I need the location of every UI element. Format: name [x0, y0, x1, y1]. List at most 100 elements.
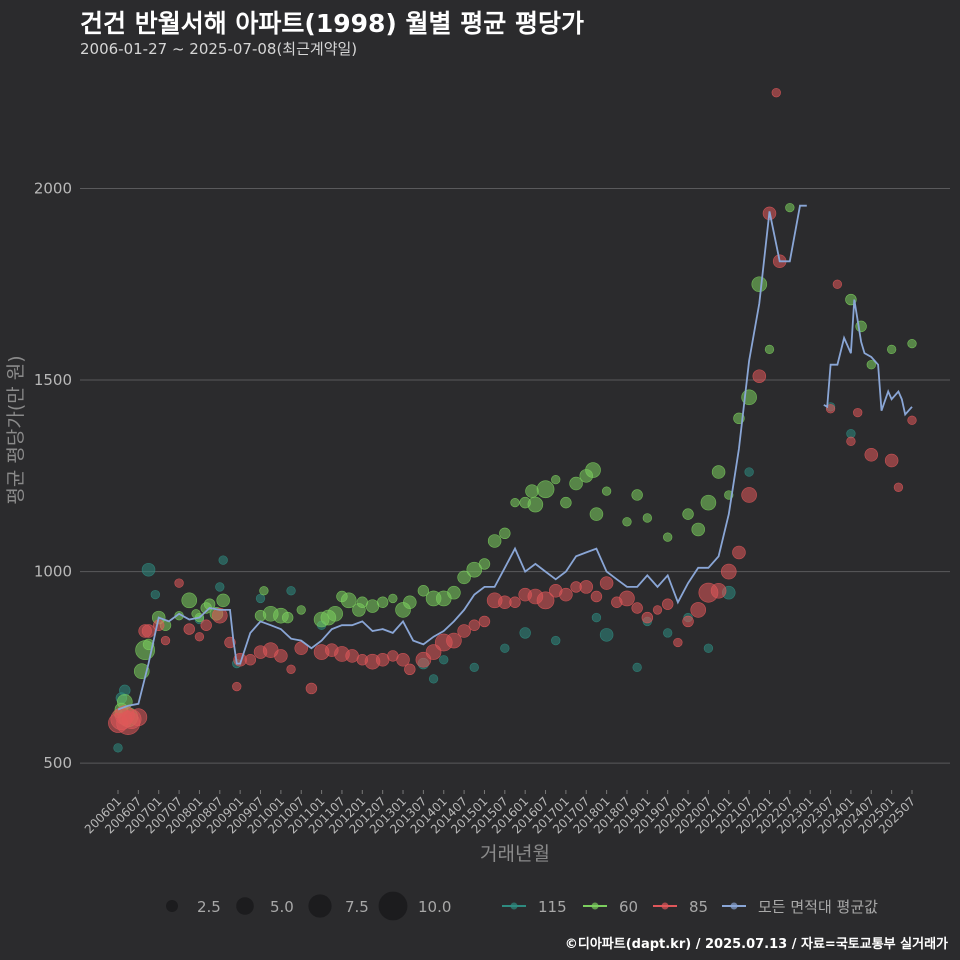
size-legend-label: 10.0: [418, 898, 451, 916]
bubble-point-115: [255, 593, 266, 604]
bubble-point-115: [286, 586, 296, 596]
size-legend-circle: [378, 891, 408, 921]
legend-key-point: [730, 902, 738, 910]
y-axis-title: 평균 평당가(만 원): [5, 355, 27, 504]
chart-subtitle: 2006-01-27 ~ 2025-07-08(최근계약일): [80, 40, 358, 58]
legend: 2.5 5.0 7.5 10.0 115 60 85 모든 면적대 평균값: [166, 891, 878, 921]
bubble-point-115: [599, 628, 614, 642]
bubble-point-60: [510, 497, 520, 508]
size-legend-label: 5.0: [270, 898, 294, 916]
bubble-point-115: [215, 582, 225, 592]
bubble-point-60: [216, 593, 230, 608]
bubble-point-60: [376, 596, 389, 608]
bubble-point-60: [536, 480, 555, 499]
bubble-point-115: [500, 643, 510, 653]
bubble-point-115: [744, 467, 754, 477]
bubble-point-60: [417, 585, 430, 597]
bubble-point-60: [478, 558, 491, 570]
bubble-point-60: [365, 599, 380, 613]
bubble-point-85: [286, 664, 296, 674]
bubble-point-60: [259, 586, 269, 596]
size-legend-circle: [308, 894, 332, 918]
grid-lines: [80, 187, 950, 764]
bubble-point-85: [907, 415, 917, 425]
bubble-point-60: [457, 570, 471, 585]
bubble-point-85: [141, 624, 156, 638]
bubble-point-85: [652, 605, 663, 615]
bubble-point-115: [428, 674, 439, 684]
bubble-point-115: [141, 562, 156, 577]
bubble-point-85: [682, 615, 694, 628]
bubble-point-115: [703, 643, 714, 653]
bubble-point-60: [327, 605, 343, 622]
bubble-point-60: [560, 496, 572, 509]
bubble-point-85: [641, 611, 654, 624]
average-line-series: [117, 204, 913, 711]
bubble-point-115: [663, 628, 673, 638]
bubble-point-60: [691, 522, 705, 537]
y-axis-ticks: 500 1000 1500 2000: [34, 179, 72, 772]
bubble-point-115: [591, 612, 602, 623]
bubble-point-85: [752, 369, 767, 383]
size-legend-label: 7.5: [345, 898, 369, 916]
bubble-point-85: [183, 623, 195, 635]
legend-key-point: [591, 902, 599, 910]
bubble-point-60: [622, 517, 632, 527]
bubble-point-85: [710, 582, 727, 599]
bubble-point-85: [673, 637, 683, 648]
average-price-line: [117, 204, 913, 711]
bubble-point-60: [711, 465, 726, 479]
bubble-point-60: [642, 513, 652, 523]
bubble-point-85: [160, 635, 171, 646]
bubble-point-60: [527, 496, 544, 513]
bubble-point-85: [590, 590, 603, 603]
chart-title: 건건 반월서해 아파트(1998) 월별 평균 평당가: [80, 9, 584, 38]
bubble-point-60: [601, 486, 612, 496]
bubble-point-85: [375, 652, 390, 667]
bubble-point-85: [468, 619, 480, 631]
bubble-point-115: [469, 662, 479, 673]
bubble-point-60: [340, 592, 357, 609]
bubble-point-115: [551, 635, 561, 646]
bubble-point-85: [509, 596, 521, 608]
y-tick-label: 2000: [34, 179, 72, 197]
bubble-point-60: [181, 592, 198, 609]
x-axis-title: 거래년월: [480, 843, 550, 865]
bubble-point-85: [661, 598, 674, 610]
bubble-point-85: [720, 563, 737, 580]
bubble-point-60: [764, 344, 775, 355]
bubble-point-60: [447, 585, 461, 600]
bubble-point-85: [559, 587, 573, 602]
bubble-point-60: [589, 507, 604, 521]
bubble-point-60: [551, 474, 561, 485]
bubble-point-85: [232, 681, 242, 692]
bubble-point-85: [619, 590, 635, 607]
bubble-point-85: [599, 576, 614, 590]
legend-label: 모든 면적대 평균값: [758, 898, 878, 916]
bubble-point-85: [846, 436, 856, 446]
bubble-point-60: [499, 527, 511, 539]
bubble-point-60: [866, 360, 876, 370]
y-tick-label: 500: [43, 754, 72, 772]
bubble-point-85: [345, 649, 359, 663]
x-axis-ticks: 2006012006072007012007072008012008072009…: [82, 790, 918, 837]
bubble-point-85: [244, 654, 257, 666]
bubble-point-60: [569, 476, 583, 491]
legend-label: 60: [619, 898, 638, 916]
bubble-point-60: [907, 338, 917, 349]
legend-label: 115: [538, 898, 567, 916]
bubble-point-60: [403, 595, 417, 610]
source-caption: ©디아파트(dapt.kr) / 2025.07.13 / 자료=국토교통부 실…: [564, 937, 948, 952]
bubble-point-115: [150, 589, 160, 600]
bubble-point-85: [211, 607, 228, 624]
bubble-point-60: [700, 494, 717, 511]
bubble-point-115: [218, 555, 228, 565]
bubble-point-85: [446, 632, 462, 649]
bubble-point-60: [751, 276, 768, 293]
bubble-point-60: [296, 605, 306, 615]
bubble-point-85: [274, 649, 288, 663]
legend-key-point: [510, 902, 518, 910]
bubble-point-85: [825, 404, 836, 414]
bubble-point-60: [663, 532, 673, 542]
bubble-point-60: [525, 484, 539, 498]
